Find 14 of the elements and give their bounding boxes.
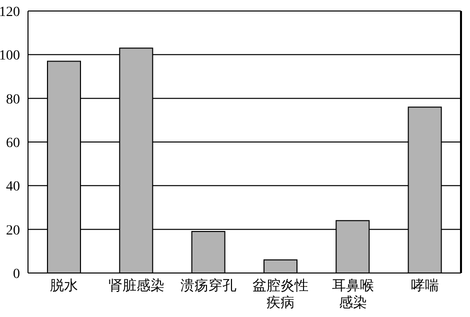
y-tick-label: 60	[6, 136, 20, 151]
x-tick-label: 盆腔炎性疾病	[252, 278, 309, 311]
x-tick-label: 肾脏感染	[108, 278, 164, 294]
bar	[263, 259, 298, 273]
y-tick-label: 80	[6, 92, 20, 108]
y-tick-label: 20	[6, 223, 20, 238]
y-tick-label: 40	[6, 180, 20, 195]
x-tick-label: 溃疡穿孔	[180, 278, 236, 294]
y-tick-label: 0	[13, 266, 20, 282]
x-tick-label: 哮喘	[410, 278, 439, 294]
x-tick-label: 耳鼻喉感染	[332, 278, 374, 311]
x-tick-label: 脱水	[50, 278, 78, 294]
y-tick-label: 120	[0, 4, 20, 20]
y-tick-label: 100	[0, 48, 20, 64]
